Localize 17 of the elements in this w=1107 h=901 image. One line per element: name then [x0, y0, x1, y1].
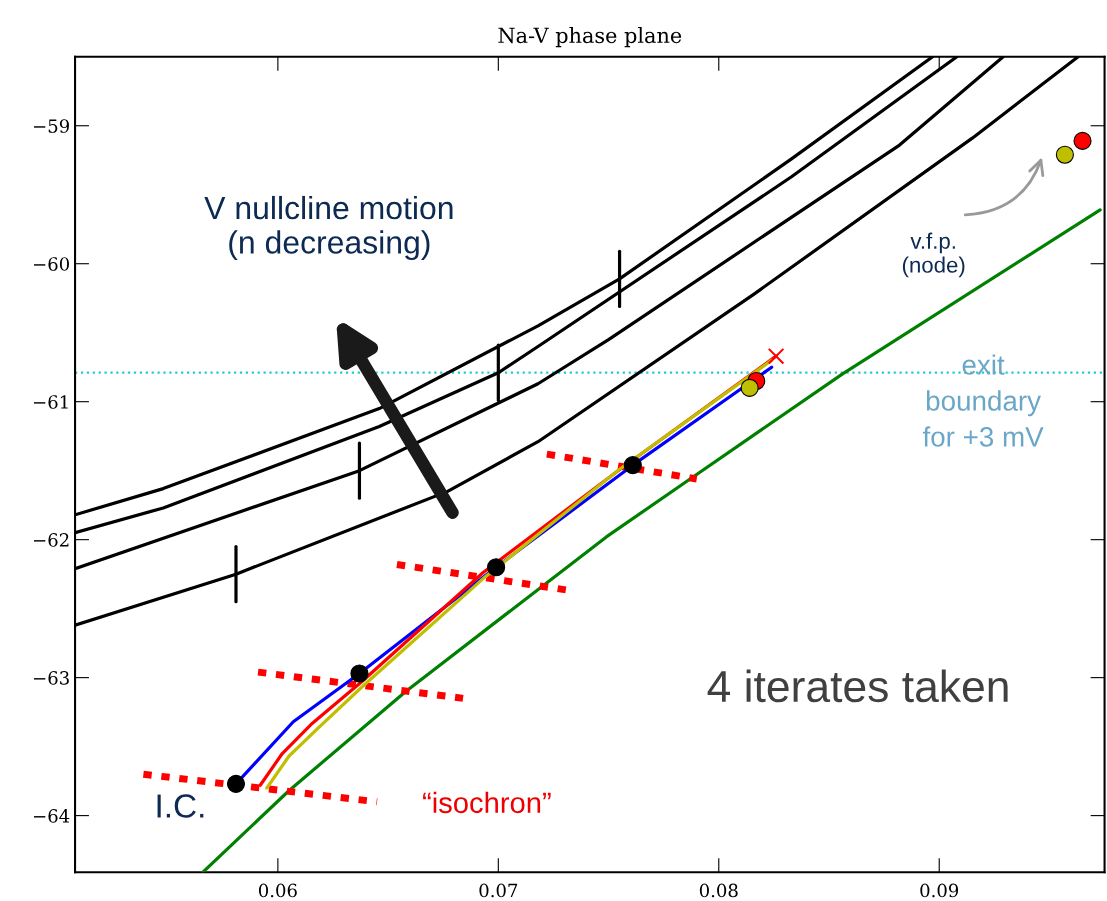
annotation: V nullcline motion (n decreasing) [204, 195, 453, 261]
annotation: “isochron” [423, 791, 551, 814]
chart-title: Na-V phase plane [498, 27, 682, 48]
y-tick-label: −61 [34, 395, 68, 409]
x-tick-label: 0.07 [479, 883, 518, 898]
x-tick-label: 0.06 [258, 883, 297, 898]
y-tick-label: −64 [34, 809, 70, 823]
x-tick-label: 0.08 [699, 883, 738, 898]
x-tick-label: 0.09 [920, 883, 959, 898]
y-tick-label: −62 [34, 533, 69, 547]
y-tick-label: −63 [34, 671, 69, 685]
annotation: v.f.p. (node) [902, 232, 965, 278]
annotation: exit boundary for +3 mV [922, 354, 1044, 447]
annotation: I.C. [157, 794, 204, 818]
y-tick-label: −60 [34, 257, 69, 271]
y-tick-label: −59 [34, 119, 69, 133]
annotation: 4 iterates taken [707, 669, 1008, 703]
